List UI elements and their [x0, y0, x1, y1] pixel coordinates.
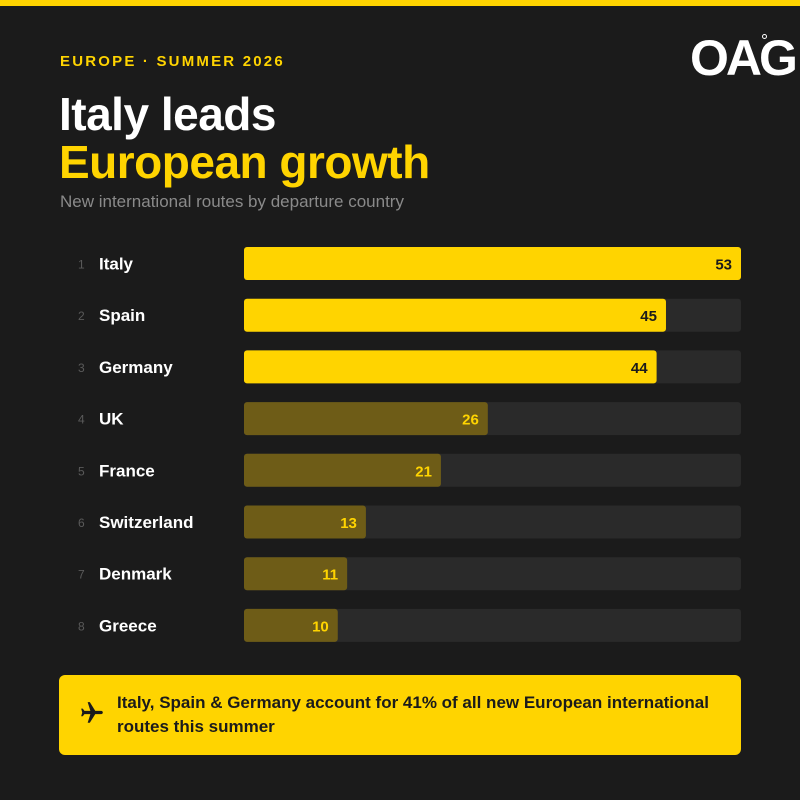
category-label: Greece [99, 616, 157, 635]
bar-value-label: 26 [462, 412, 479, 429]
title-line-1: Italy leads [59, 88, 276, 140]
bar-value-label: 11 [322, 567, 338, 584]
bar-track [244, 608, 741, 642]
top-accent-strip [0, 0, 800, 6]
category-label: UK [99, 410, 124, 429]
rank-label: 4 [78, 413, 85, 427]
bar-chart: 1 Italy 532 Spain 453 Germany 444 UK 265 France 21… [78, 247, 741, 642]
bar-value-label: 45 [640, 308, 657, 325]
eyebrow-label: EUROPE · SUMMER 2026 [60, 53, 285, 70]
category-label: France [99, 461, 155, 480]
callout-box [59, 675, 741, 755]
rank-label: 6 [78, 516, 85, 530]
bar-value-label: 53 [715, 257, 732, 274]
bar-track [244, 557, 741, 591]
bar [244, 350, 657, 384]
bar [244, 298, 666, 332]
bar-track [244, 505, 741, 539]
category-label: Italy [99, 255, 134, 274]
rank-label: 7 [78, 568, 85, 582]
bar [244, 608, 338, 642]
title-line-2: European growth [59, 136, 430, 188]
rank-label: 2 [78, 309, 85, 323]
bar-value-label: 44 [631, 360, 648, 377]
category-label: Spain [99, 306, 145, 325]
rank-label: 8 [78, 619, 85, 633]
rank-label: 5 [78, 464, 85, 478]
category-label: Germany [99, 358, 173, 377]
category-label: Denmark [99, 565, 172, 584]
bar-value-label: 13 [340, 515, 357, 532]
bar-value-label: 10 [312, 618, 329, 635]
rank-label: 1 [78, 258, 85, 272]
callout-text: Italy, Spain & Germany account for 41% o… [117, 693, 709, 736]
bar [244, 453, 441, 487]
category-label: Switzerland [99, 513, 193, 532]
bar [244, 402, 488, 436]
bar [244, 247, 741, 280]
oag-logo: OAG [690, 30, 798, 86]
rank-label: 3 [78, 361, 85, 375]
bar [244, 505, 366, 539]
plane-icon [81, 702, 103, 723]
chart-subtitle: New international routes by departure co… [60, 192, 404, 211]
registered-mark-icon [762, 34, 767, 39]
bar-value-label: 21 [415, 463, 432, 480]
bar [244, 557, 348, 591]
